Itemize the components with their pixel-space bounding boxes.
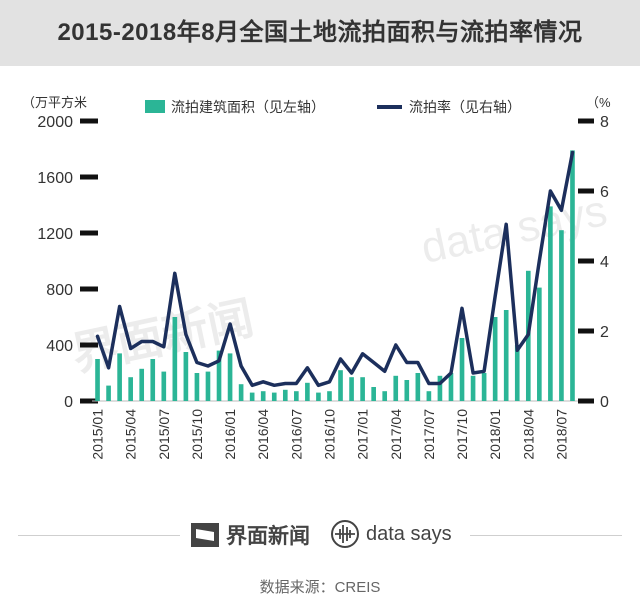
left-axis-tick-label: 0	[64, 394, 73, 411]
bar-area-2016/02	[238, 384, 244, 401]
right-axis-tick-label: 2	[600, 324, 609, 341]
bar-area-2015/10	[194, 373, 200, 401]
bar-area-2017/01	[360, 377, 365, 401]
right-axis-unit: （%	[586, 95, 611, 110]
bar-area-2018/08	[570, 150, 575, 401]
bar-area-2017/12	[481, 373, 487, 401]
bar-area-2018/02	[503, 310, 509, 401]
right-axis-tick-label: 0	[600, 394, 609, 411]
legend-line-label: 流拍率（见右轴）	[409, 99, 521, 115]
x-tick-label: 2017/04	[388, 409, 404, 460]
bar-area-2017/03	[382, 391, 388, 401]
x-tick-label: 2018/01	[487, 409, 503, 460]
brand-datasays-label: data says	[366, 522, 452, 545]
right-axis-tick-label: 6	[600, 184, 609, 201]
bar-area-2018/05	[537, 287, 542, 401]
x-tick-label: 2017/07	[421, 409, 437, 460]
left-axis-tick-label: 400	[46, 338, 73, 355]
datasays-logo-icon	[331, 520, 359, 548]
left-axis-tick-label: 1600	[37, 170, 73, 187]
legend-bar-swatch	[145, 100, 165, 113]
bar-area-2017/10	[459, 338, 465, 401]
bar-area-2016/07	[294, 391, 299, 401]
bar-area-2017/06	[415, 373, 421, 401]
bar-area-2016/06	[282, 389, 288, 401]
left-axis-tick-label: 1200	[37, 226, 73, 243]
bar-area-2015/02	[106, 385, 111, 401]
bar-area-2016/10	[327, 391, 332, 401]
left-axis-tick-label: 800	[46, 282, 73, 299]
footer-divider-right	[470, 535, 622, 536]
page-title: 2015-2018年8月全国土地流拍面积与流拍率情况	[0, 0, 640, 66]
x-tick-label: 2016/01	[222, 409, 238, 460]
bar-area-2017/04	[393, 375, 399, 401]
bar-area-2015/09	[183, 352, 189, 401]
x-tick-label: 2018/04	[520, 409, 536, 460]
left-axis-unit: （万平方米	[22, 95, 87, 110]
bar-line-chart: 0 400 800 1200 1600 2000 0 2 4 6 8 （万平方米 （% 流拍建筑面积（见左…	[22, 95, 611, 460]
brand-datasays: data says	[330, 519, 452, 549]
jiemian-logo-icon	[191, 523, 219, 547]
x-tick-label: 2016/07	[288, 409, 304, 460]
bar-area-2017/11	[470, 375, 476, 401]
x-tick-label: 2015/07	[156, 409, 172, 460]
right-axis-tick-label: 8	[600, 114, 609, 131]
bar-area-2015/01	[95, 359, 100, 401]
x-tick-label: 2017/01	[355, 409, 371, 460]
bar-area-2015/11	[205, 371, 211, 401]
x-tick-label: 2017/10	[454, 409, 470, 460]
bar-area-2015/03	[117, 353, 122, 401]
bar-area-2015/07	[161, 371, 167, 401]
source-note: 数据来源：CREIS	[259, 579, 381, 596]
bar-area-2016/09	[316, 392, 321, 401]
x-tick-label: 2016/04	[255, 409, 271, 460]
bar-area-2018/07	[559, 230, 564, 401]
bar-area-2018/03	[514, 345, 520, 401]
bar-area-2018/01	[492, 317, 498, 401]
bar-area-2017/09	[448, 373, 454, 401]
x-tick-label: 2016/10	[321, 409, 337, 460]
bar-area-2015/08	[172, 317, 178, 401]
bar-area-2017/07	[426, 391, 432, 401]
bar-area-2017/05	[404, 380, 410, 401]
bar-area-2015/06	[150, 359, 156, 401]
bar-area-2017/02	[371, 387, 376, 401]
bar-area-2016/01	[227, 353, 233, 401]
bar-area-2015/12	[216, 350, 222, 401]
bar-area-2015/05	[139, 368, 145, 401]
brand-jiemian-label: 界面新闻	[226, 525, 310, 548]
x-tick-label: 2018/07	[553, 409, 569, 460]
right-axis-tick-label: 4	[600, 254, 609, 271]
bar-area-2016/11	[338, 370, 343, 401]
brand-jiemian: 界面新闻	[190, 520, 310, 550]
x-tick-label: 2015/10	[189, 409, 205, 460]
bar-area-2016/12	[349, 377, 354, 401]
x-tick-label: 2015/04	[123, 409, 139, 460]
legend-bar-label: 流拍建筑面积（见左轴）	[171, 99, 325, 115]
bar-area-2016/08	[305, 382, 310, 401]
x-tick-label: 2015/01	[90, 409, 106, 460]
left-axis-tick-label: 2000	[37, 114, 73, 131]
footer-divider-left	[18, 535, 180, 536]
bar-area-2016/05	[271, 392, 277, 401]
rate-line	[95, 150, 575, 388]
bar-area-2016/03	[249, 392, 255, 401]
bar-area-2015/04	[128, 377, 133, 401]
bar-area-2016/04	[260, 391, 266, 401]
bar-area-2017/08	[437, 375, 443, 401]
bar-area-2018/06	[548, 206, 553, 401]
